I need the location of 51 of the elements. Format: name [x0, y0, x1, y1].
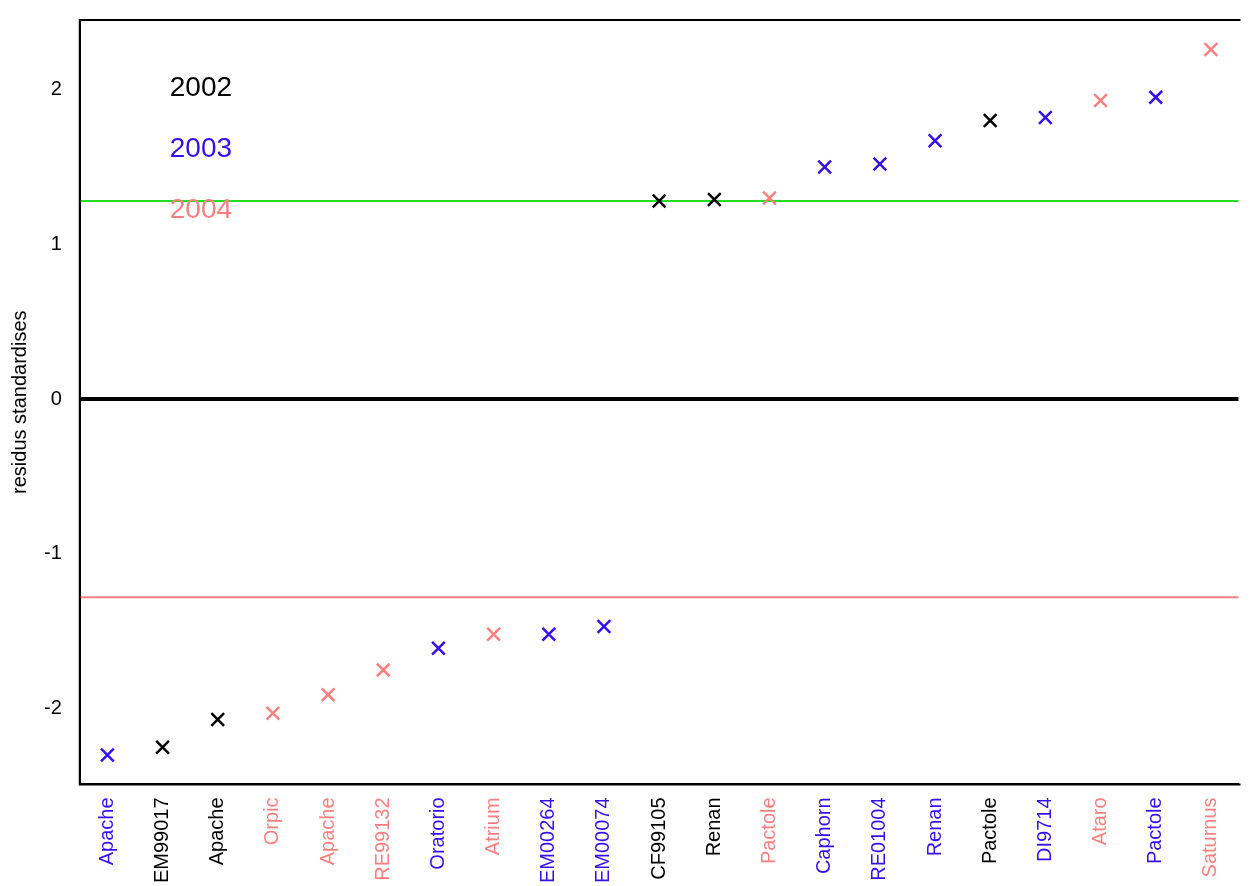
- point: [1037, 109, 1053, 126]
- x-tick-label: Oratorio: [425, 797, 448, 870]
- x-tick-label: Caphorn: [812, 797, 835, 875]
- point: [541, 626, 557, 642]
- point: [817, 159, 833, 175]
- point: [927, 133, 943, 149]
- point: [486, 626, 502, 642]
- x-tick-label: RE99132: [370, 797, 393, 881]
- x-tick-label: Ataro: [1088, 797, 1111, 846]
- x-tick-label: CF99105: [646, 797, 669, 880]
- text: 2004: [169, 192, 233, 224]
- x-tick-label: Pactole: [1143, 797, 1166, 865]
- point: [375, 662, 391, 678]
- text: 2003: [169, 131, 233, 163]
- x-tick-label: Apache: [315, 797, 338, 866]
- point: [982, 112, 998, 129]
- point: [99, 747, 115, 763]
- point: [1092, 92, 1109, 109]
- x-tick-label: Pactole: [757, 797, 780, 865]
- y-tick-label: 2: [50, 77, 62, 100]
- point: [154, 739, 171, 755]
- point: [761, 190, 778, 206]
- x-tick-label: Apache: [205, 797, 228, 866]
- x-tick-label: Saturnus: [1198, 797, 1221, 878]
- x-tick-label: EM00074: [591, 797, 614, 884]
- x-tick-label: Apache: [94, 797, 117, 866]
- point: [596, 618, 612, 635]
- point: [430, 640, 447, 656]
- point: [706, 191, 722, 208]
- point: [1203, 41, 1219, 58]
- x-tick-label: Orpic: [260, 797, 283, 846]
- point: [872, 156, 888, 172]
- text: 2002: [169, 70, 233, 102]
- point: [1148, 89, 1164, 105]
- y-tick-label: -1: [43, 541, 62, 564]
- x-tick-label: EM00264: [536, 797, 559, 884]
- x-tick-label: EM99017: [150, 797, 173, 884]
- x-tick-label: DI9714: [1032, 797, 1055, 862]
- x-tick-label: Atrium: [481, 797, 504, 856]
- x-tick-label: Renan: [922, 797, 945, 857]
- point: [651, 193, 667, 209]
- y-tick-label: 1: [50, 231, 62, 254]
- x-tick-label: Pactole: [977, 797, 1000, 865]
- y-axis-title: residus standardises: [7, 310, 30, 494]
- x-tick-label: Renan: [701, 797, 724, 857]
- point: [320, 687, 336, 703]
- y-tick-label: 0: [50, 386, 62, 409]
- x-tick-label: RE01004: [867, 797, 890, 881]
- point: [265, 705, 281, 721]
- y-tick-label: -2: [43, 696, 62, 719]
- point: [210, 711, 226, 728]
